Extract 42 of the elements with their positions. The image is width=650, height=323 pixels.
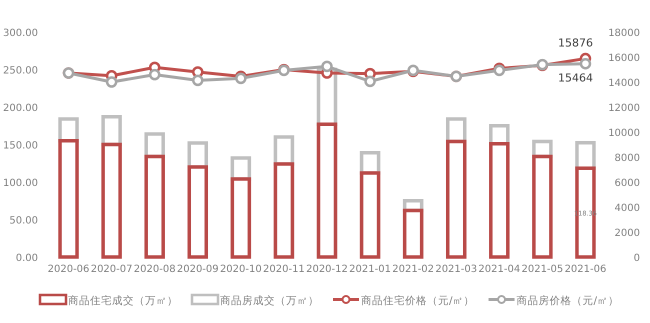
y2-tick-label: 4000	[614, 203, 640, 214]
y-tick-label: 250.00	[3, 66, 38, 76]
point	[148, 68, 160, 80]
x-tick-label: 2020-10	[220, 264, 262, 275]
x-tick-label: 2021-01	[349, 264, 391, 275]
y-tick-label: 150.00	[3, 140, 38, 152]
legend-label: 商品房成交（万㎡）	[220, 294, 319, 307]
y-tick-label: 50.00	[9, 216, 38, 226]
y-tick-label: 100.00	[3, 178, 38, 189]
y2-tick-label: 8000	[614, 153, 640, 164]
x-tick-label: 2020-09	[176, 264, 219, 275]
point	[321, 60, 333, 72]
data-label: 15464	[558, 72, 593, 85]
x-tick-label: 2021-03	[435, 264, 478, 275]
y2-tick-label: 10000	[608, 128, 640, 139]
y2-tick-label: 18000	[608, 28, 640, 39]
data-label: 15876	[558, 36, 593, 50]
legend-label: 商品住宅价格（元/㎡）	[361, 294, 475, 307]
y2-tick-label: 12000	[608, 103, 640, 114]
point	[192, 74, 204, 86]
x-tick-label: 2020-06	[48, 264, 90, 275]
y2-tick-label: 14000	[608, 78, 640, 89]
point	[106, 76, 118, 88]
x-tick-label: 2021-04	[478, 264, 520, 275]
x-tick-label: 2021-05	[521, 264, 564, 275]
x-tick-label: 2020-07	[90, 264, 133, 275]
x-tick-label: 2021-02	[392, 264, 434, 275]
y-tick-label: 300.00	[3, 28, 38, 39]
y2-tick-label: 16000	[608, 53, 640, 64]
legend-label: 商品房价格（元/㎡）	[516, 294, 620, 307]
y2-tick-label: 2000	[614, 228, 640, 239]
y2-tick-label: 0	[634, 253, 640, 264]
y2-tick-label: 6000	[614, 178, 640, 189]
x-tick-label: 2020-12	[306, 264, 348, 275]
legend-label: 商品住宅成交（万㎡）	[68, 294, 178, 307]
point	[364, 76, 376, 88]
point	[580, 58, 592, 70]
y-tick-label: 200.00	[3, 103, 38, 114]
x-tick-label: 2021-06	[564, 264, 606, 275]
x-tick-label: 2020-11	[263, 264, 305, 275]
y-tick-label: 0.00	[16, 253, 38, 264]
x-tick-label: 2020-08	[134, 264, 176, 275]
